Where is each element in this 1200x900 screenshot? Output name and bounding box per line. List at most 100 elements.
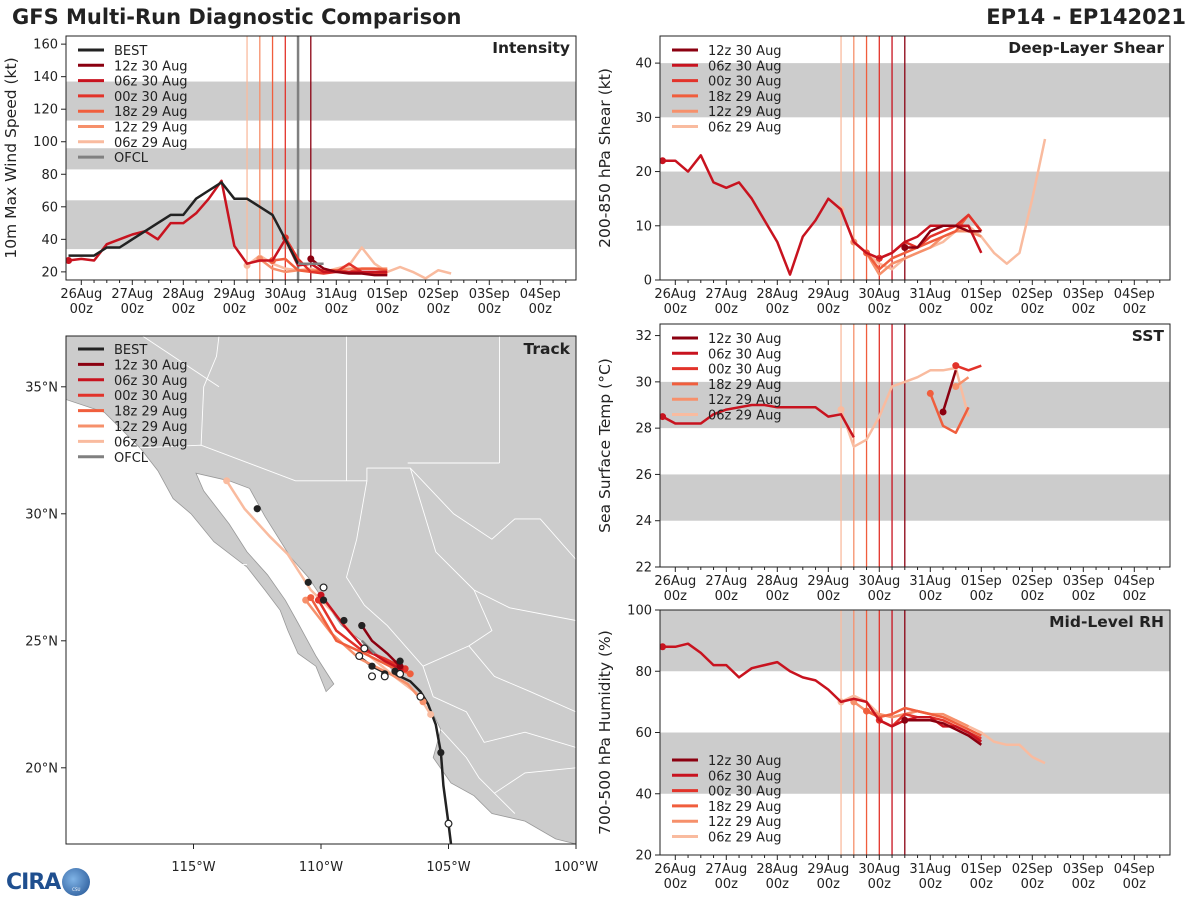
sst-xtick-label: 30Aug xyxy=(858,574,900,589)
rh-xtick-label: 03Sep xyxy=(1063,862,1104,877)
state-border-5 xyxy=(141,336,220,388)
state-border-11 xyxy=(494,792,516,814)
intensity-xtick-label: 31Aug xyxy=(315,287,357,302)
rh-series-06z-30-aug-point xyxy=(660,643,667,651)
track-series-12z-30-aug xyxy=(360,624,401,668)
track-legend-label: 18z 29 Aug xyxy=(114,405,188,420)
sst-series-06z-29-aug-point xyxy=(837,406,845,414)
rh-ytick-label: 60 xyxy=(635,726,652,741)
rh-legend-label: 12z 30 Aug xyxy=(708,754,782,769)
figure-title: GFS Multi-Run Diagnostic Comparison xyxy=(12,5,462,29)
track-series-point xyxy=(307,594,315,602)
shear-xtick-label: 00z xyxy=(1123,302,1147,317)
rh-legend-label: 00z 30 Aug xyxy=(708,785,782,800)
track-xtick-label: 105°W xyxy=(426,860,470,875)
rh-xtick-label: 27Aug xyxy=(705,862,747,877)
track-best-point-open xyxy=(355,652,364,661)
intensity-ytick-label: 160 xyxy=(33,38,58,53)
rh-xtick-label: 04Sep xyxy=(1114,862,1155,877)
rh-xtick-label: 00z xyxy=(715,877,739,892)
shear-xtick-label: 29Aug xyxy=(807,287,849,302)
shear-series-06z-30-aug xyxy=(662,154,983,276)
globe-icon: CSU xyxy=(62,868,91,896)
track-series-06z-29-aug xyxy=(225,480,432,716)
sst-xtick-label: 00z xyxy=(970,589,994,604)
sst-xtick-label: 02Sep xyxy=(1012,574,1053,589)
sst-series-06z-30-aug-point xyxy=(660,413,667,421)
track-xtick-label: 110°W xyxy=(299,860,343,875)
sst-legend-label: 00z 30 Aug xyxy=(708,363,782,378)
rh-xtick-label: 00z xyxy=(919,877,943,892)
track-best-point-open xyxy=(360,644,369,653)
intensity-panel: 2040608010012014016026Aug00z27Aug00z28Au… xyxy=(2,35,577,317)
shear-legend-label: 06z 29 Aug xyxy=(708,121,782,136)
state-border-10 xyxy=(440,729,576,794)
shear-xtick-label: 31Aug xyxy=(909,287,951,302)
track-best-point-filled xyxy=(340,616,348,625)
rh-xtick-label: 00z xyxy=(1021,877,1045,892)
intensity-xtick-label: 00z xyxy=(121,302,145,317)
shear-ylabel: 200-850 hPa Shear (kt) xyxy=(596,68,614,248)
shear-xtick-label: 00z xyxy=(817,302,841,317)
rh-band-1 xyxy=(660,610,1170,672)
sst-xtick-label: 26Aug xyxy=(654,574,696,589)
intensity-frame xyxy=(65,35,577,281)
track-best-point-filled xyxy=(319,596,328,604)
sst-xtick-label: 00z xyxy=(1021,589,1045,604)
intensity-xtick-label: 27Aug xyxy=(111,287,153,302)
intensity-legend-label: OFCL xyxy=(114,151,149,166)
intensity-band-1 xyxy=(66,148,576,170)
shear-frame xyxy=(659,35,1171,281)
sst-ytick-label: 30 xyxy=(635,375,652,390)
sst-ytick-label: 32 xyxy=(635,329,652,344)
track-ytick-label: 30°N xyxy=(25,507,58,522)
intensity-ylabel: 10m Max Wind Speed (kt) xyxy=(2,57,20,258)
rh-xtick-label: 26Aug xyxy=(654,862,696,877)
track-series-00z-30-aug xyxy=(317,599,406,670)
sst-title: SST xyxy=(1132,327,1165,345)
intensity-legend-label: 12z 30 Aug xyxy=(114,59,188,74)
intensity-xtick-label: 00z xyxy=(427,302,451,317)
intensity-ytick-label: 40 xyxy=(41,233,58,248)
sst-xtick-label: 00z xyxy=(817,589,841,604)
rh-xtick-label: 00z xyxy=(766,877,790,892)
shear-xtick-label: 00z xyxy=(1021,302,1045,317)
rh-band-0 xyxy=(660,732,1170,794)
track-best-point-filled xyxy=(368,662,376,670)
sst-ytick-label: 22 xyxy=(635,561,652,576)
track-map-area xyxy=(66,336,576,844)
shear-ytick-label: 30 xyxy=(635,111,652,126)
rh-series-18z-29-aug xyxy=(865,706,982,737)
state-border-13 xyxy=(468,589,493,647)
track-best-point-open xyxy=(380,672,389,681)
shear-xtick-label: 04Sep xyxy=(1114,287,1155,302)
rh-ytick-label: 80 xyxy=(635,665,652,680)
shear-xtick-label: 00z xyxy=(919,302,943,317)
shear-xtick-label: 00z xyxy=(664,302,688,317)
state-border-9 xyxy=(433,696,576,748)
intensity-xtick-label: 00z xyxy=(223,302,247,317)
track-best-point-open xyxy=(444,819,453,828)
intensity-ytick-label: 20 xyxy=(41,265,58,280)
shear-ytick-label: 10 xyxy=(635,219,652,234)
track-panel: 115°W 110°W 105°W 100°W 20°N 25°N 30°N 35°N Trac… xyxy=(25,335,598,875)
rh-legend-label: 06z 29 Aug xyxy=(708,831,782,846)
sst-plot-area xyxy=(660,324,1170,567)
sst-series-18z-29-aug-point xyxy=(926,389,934,397)
intensity-xtick-label: 00z xyxy=(376,302,400,317)
intensity-xtick-label: 02Sep xyxy=(418,287,459,302)
shear-ytick-label: 0 xyxy=(644,274,652,289)
sst-xtick-label: 03Sep xyxy=(1063,574,1104,589)
track-best-point-open xyxy=(396,669,405,678)
shear-band-1 xyxy=(660,63,1170,118)
shear-ytick-label: 20 xyxy=(635,165,652,180)
sst-xtick-label: 31Aug xyxy=(909,574,951,589)
sst-band-0 xyxy=(660,474,1170,521)
rh-plot-area xyxy=(660,610,1170,855)
sst-xtick-label: 00z xyxy=(1123,589,1147,604)
shear-series-12z-30-aug-point xyxy=(901,243,909,251)
rh-legend-label: 12z 29 Aug xyxy=(708,815,782,830)
sst-ylabel: Sea Surface Temp (°C) xyxy=(596,358,614,533)
track-legend-label: BEST xyxy=(114,343,147,358)
